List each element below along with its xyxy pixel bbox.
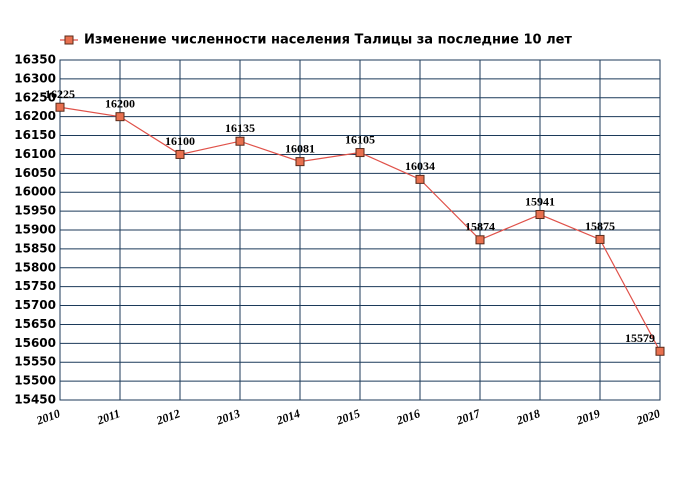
marker [595, 234, 605, 244]
data-label: 16081 [285, 141, 315, 155]
x-tick-label: 2019 [574, 406, 602, 428]
y-tick-label: 15900 [14, 223, 56, 237]
y-tick-label: 15450 [14, 393, 56, 407]
data-label: 16034 [405, 159, 435, 173]
y-tick-label: 16000 [14, 185, 56, 199]
data-label: 16225 [45, 87, 75, 101]
y-tick-label: 16350 [14, 53, 56, 67]
data-label: 15874 [465, 220, 495, 234]
y-tick-label: 15650 [14, 317, 56, 331]
y-tick-label: 16200 [14, 109, 56, 123]
x-tick-label: 2020 [634, 406, 662, 428]
data-label: 15579 [625, 331, 655, 345]
marker [355, 148, 365, 158]
y-tick-label: 15850 [14, 241, 56, 255]
marker [55, 102, 65, 112]
x-tick-label: 2018 [514, 406, 542, 428]
y-tick-label: 16300 [14, 71, 56, 85]
x-tick-label: 2015 [334, 406, 362, 428]
marker [535, 210, 545, 220]
data-label: 16200 [105, 96, 135, 110]
x-tick-label: 2010 [34, 406, 62, 428]
marker [175, 149, 185, 159]
x-tick-label: 2013 [214, 406, 242, 428]
y-tick-label: 15550 [14, 355, 56, 369]
y-tick-label: 16050 [14, 166, 56, 180]
marker [295, 157, 305, 167]
x-tick-label: 2016 [394, 406, 422, 428]
y-tick-label: 16150 [14, 128, 56, 142]
data-label: 16135 [225, 121, 255, 135]
data-label: 16100 [165, 134, 195, 148]
data-label: 15941 [525, 194, 555, 208]
marker [475, 235, 485, 245]
y-tick-label: 16100 [14, 147, 56, 161]
y-tick-label: 15500 [14, 374, 56, 388]
x-tick-label: 2017 [454, 406, 483, 428]
legend-marker [64, 35, 74, 45]
marker [655, 346, 665, 356]
data-label: 16105 [345, 132, 375, 146]
marker [235, 136, 245, 146]
marker [415, 174, 425, 184]
x-tick-label: 2014 [274, 406, 302, 428]
y-tick-label: 15700 [14, 298, 56, 312]
marker [115, 112, 125, 122]
y-tick-label: 15600 [14, 336, 56, 350]
y-tick-label: 15750 [14, 279, 56, 293]
legend-label: Изменение численности населения Талицы з… [84, 33, 572, 48]
plot-border [59, 59, 661, 401]
y-tick-label: 15950 [14, 204, 56, 218]
y-tick-label: 15800 [14, 260, 56, 274]
data-label: 15875 [585, 219, 615, 233]
x-tick-label: 2011 [94, 406, 122, 427]
x-tick-label: 2012 [154, 406, 182, 428]
y-tick-label: 16250 [14, 90, 56, 104]
